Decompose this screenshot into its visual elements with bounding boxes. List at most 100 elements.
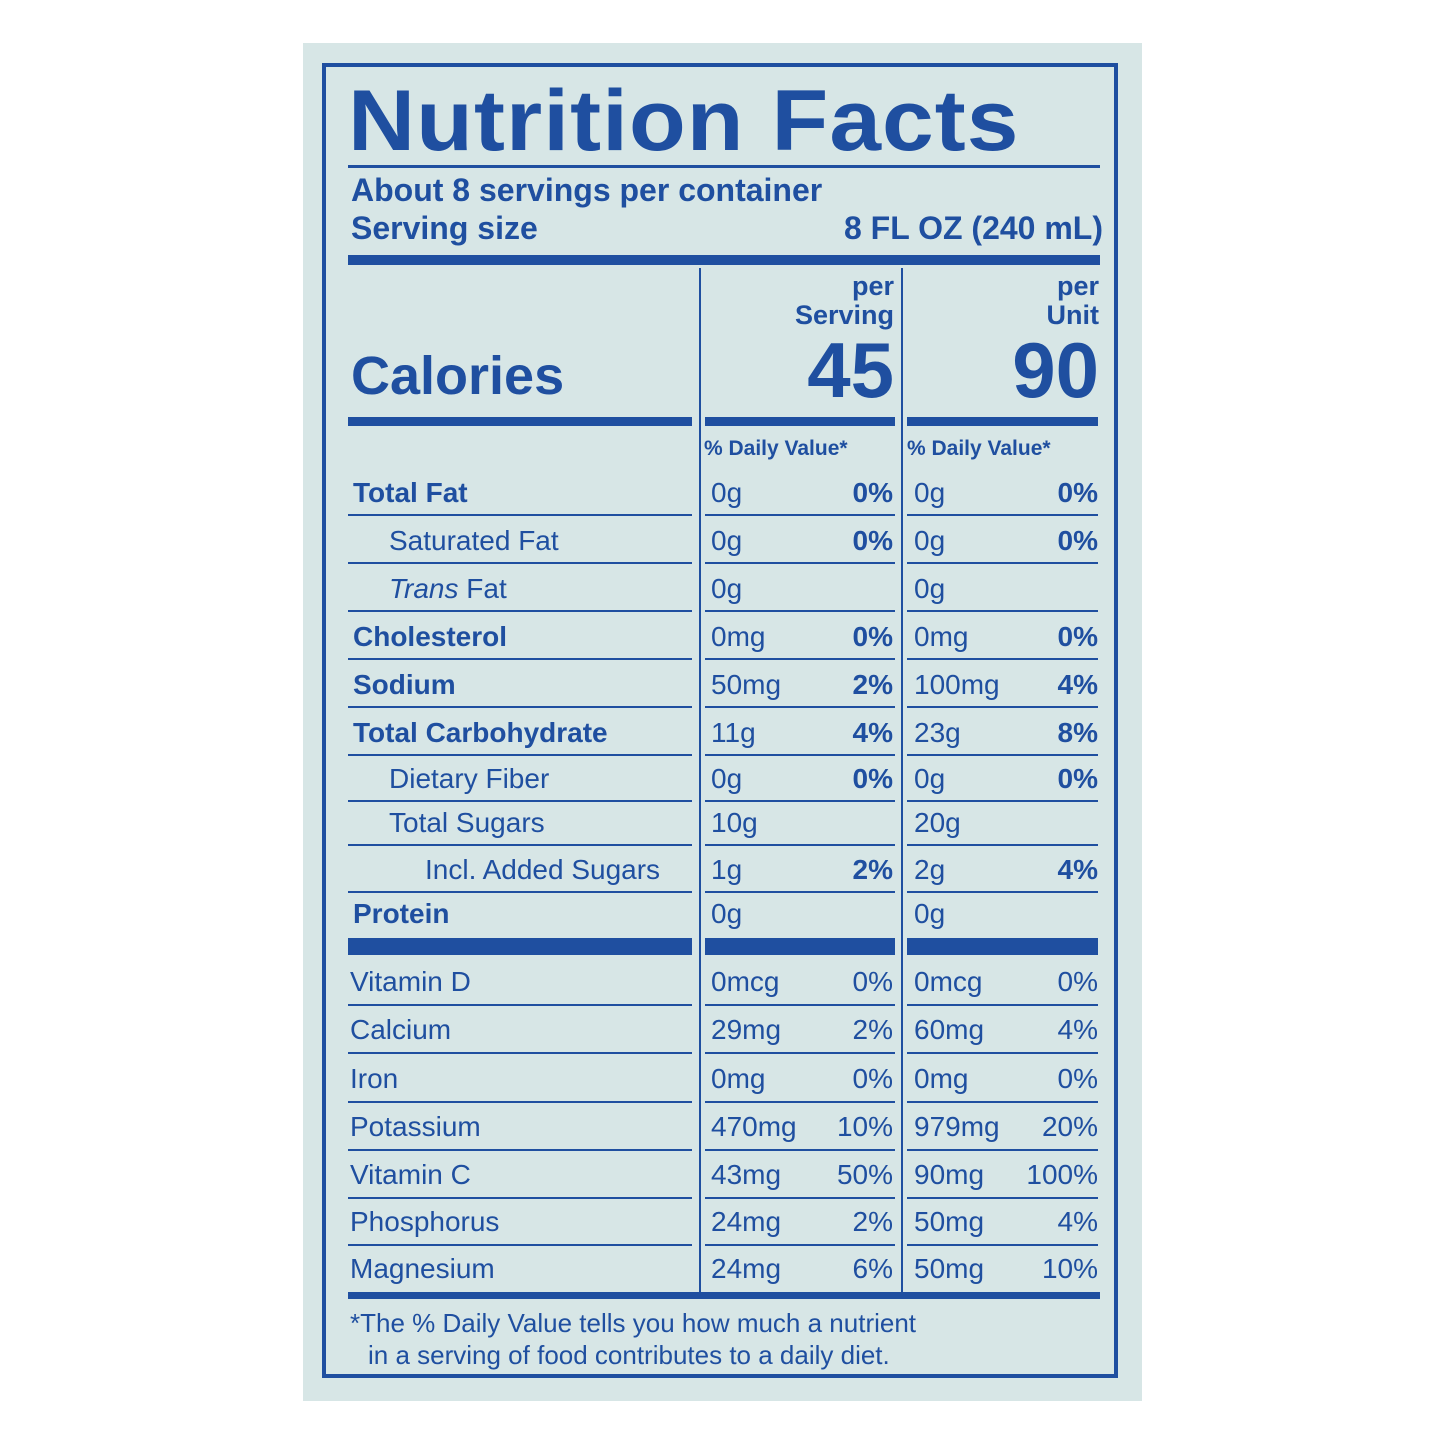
serving-amount: 29mg [711,1014,782,1045]
unit-amount: 0g [914,898,946,929]
row-divider [348,754,692,756]
unit-amount: 23g [914,717,961,748]
row-divider [907,562,1098,564]
serving-daily-value: 10% [836,1111,893,1142]
row-divider [348,1244,692,1246]
unit-daily-value: 4% [1057,1014,1098,1045]
row-divider [907,754,1098,756]
serving-daily-value: 0% [852,477,893,508]
row-divider [348,1101,692,1103]
footnote-line-2: in a serving of food contributes to a da… [368,1340,890,1370]
serving-size-label: Serving size [351,210,538,246]
label-panel [303,43,1142,1401]
unit-daily-value: 0% [1057,1063,1098,1094]
row-divider [348,1004,692,1006]
unit-amount: 20g [914,807,961,838]
row-divider [907,658,1098,660]
row-divider [705,891,895,893]
nutrition-facts-border [322,63,1118,1378]
row-divider [705,658,895,660]
row-divider [907,610,1098,612]
thick-divider [348,1292,1100,1299]
row-divider [348,514,692,516]
row-divider [705,1149,895,1151]
unit-daily-value: 0% [1057,525,1098,556]
unit-daily-value: 0% [1057,966,1098,997]
row-divider [705,1197,895,1199]
unit-amount: 0mg [914,621,969,652]
label-title: Nutrition Facts [348,73,1020,169]
unit-amount: 60mg [914,1014,985,1045]
vitamin-name: Vitamin D [350,966,471,997]
serving-amount: 0g [711,763,743,794]
daily-value-header-unit: % Daily Value* [907,437,1051,460]
row-divider [705,1004,895,1006]
serving-daily-value: 6% [852,1253,893,1284]
unit-amount: 50mg [914,1253,985,1284]
serving-column-header: per Serving [794,271,894,330]
serving-daily-value: 0% [852,525,893,556]
row-divider [348,706,692,708]
serving-amount: 1g [711,854,743,885]
serving-amount: 43mg [711,1159,782,1190]
nutrient-name-rest: Fat [458,573,507,604]
thick-divider [705,417,895,426]
row-divider [907,1244,1098,1246]
row-divider [705,610,895,612]
row-divider [907,514,1098,516]
row-divider [907,844,1098,846]
column-divider [699,268,701,1293]
calories-label: Calories [351,346,565,406]
calories-per-serving: 45 [807,326,894,414]
row-divider [705,844,895,846]
unit-amount: 2g [914,854,946,885]
unit-daily-value: 0% [1057,621,1098,652]
vitamin-name: Vitamin C [350,1159,471,1190]
unit-daily-value: 0% [1057,763,1098,794]
nutrient-name: Trans Fat [389,573,507,605]
row-divider [705,514,895,516]
row-divider [705,1244,895,1246]
vitamin-name: Calcium [350,1014,452,1045]
unit-amount: 0g [914,477,946,508]
serving-amount: 470mg [711,1111,797,1142]
serving-daily-value: 50% [836,1159,893,1190]
unit-daily-value: 100% [1026,1159,1098,1190]
thick-divider [348,255,1100,265]
row-divider [348,1052,692,1054]
footnote-line-1: *The % Daily Value tells you how much a … [350,1308,917,1338]
nutrient-name: Dietary Fiber [389,763,550,794]
unit-daily-value: 0% [1057,477,1098,508]
serving-amount: 0g [711,477,743,508]
serving-daily-value: 0% [852,763,893,794]
unit-amount: 0mcg [914,966,983,997]
serving-amount: 0g [711,898,743,929]
row-divider [907,706,1098,708]
row-divider [705,1101,895,1103]
thick-divider [348,938,692,955]
serving-amount: 0mg [711,1063,766,1094]
thick-divider [348,417,692,426]
row-divider [348,891,692,893]
row-divider [907,1149,1098,1151]
row-divider [907,1004,1098,1006]
vitamin-name: Iron [350,1063,399,1094]
serving-daily-value: 2% [852,1014,893,1045]
unit-daily-value: 4% [1057,854,1098,885]
serving-daily-value: 2% [852,854,893,885]
unit-amount: 0g [914,763,946,794]
thick-divider [907,417,1098,426]
row-divider [705,562,895,564]
serving-amount: 0g [711,525,743,556]
serving-amount: 0mg [711,621,766,652]
unit-amount: 0mg [914,1063,969,1094]
serving-amount: 0g [711,573,743,604]
unit-amount: 979mg [914,1111,1000,1142]
row-divider [907,1052,1098,1054]
serving-daily-value: 0% [852,966,893,997]
serving-amount: 10g [711,807,758,838]
serving-daily-value: 2% [852,669,893,700]
serving-amount: 50mg [711,669,782,700]
unit-amount: 90mg [914,1159,985,1190]
row-divider [907,1101,1098,1103]
